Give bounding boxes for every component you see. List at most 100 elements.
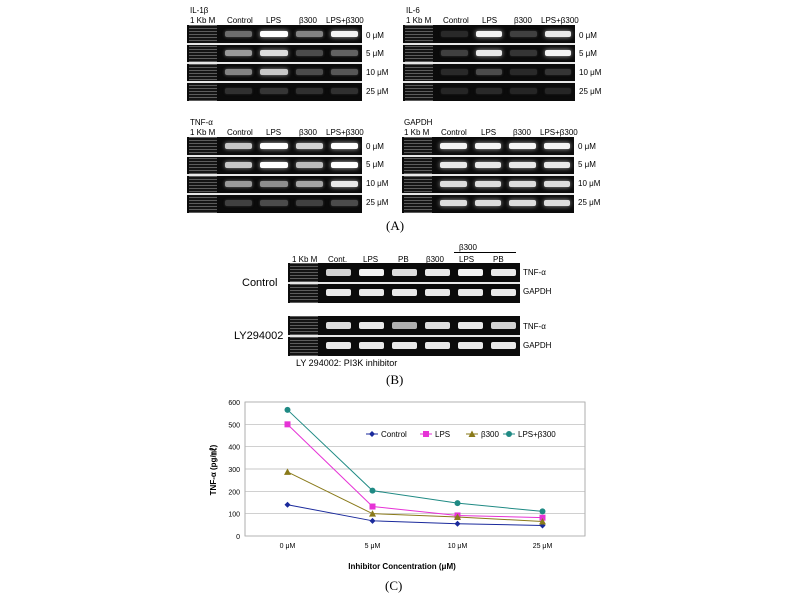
data-point xyxy=(454,513,461,521)
gel-band xyxy=(225,142,253,150)
gel-gapdh-gene: GAPDH xyxy=(404,118,433,127)
panel-b-group-bracket xyxy=(454,252,516,253)
gel-row-separator xyxy=(288,335,520,337)
gel-tnf-lane-label: LPS+β300 xyxy=(326,128,364,137)
gel-band xyxy=(260,49,288,57)
gel-band xyxy=(441,49,468,57)
gel-band xyxy=(475,68,502,76)
data-point xyxy=(539,508,546,515)
gel-band xyxy=(441,68,468,76)
data-point xyxy=(506,431,512,437)
gel-band xyxy=(509,142,536,150)
series-line xyxy=(287,504,543,527)
gel-band xyxy=(326,289,351,296)
conc-label: 0 μM xyxy=(579,31,597,40)
gel-row-separator xyxy=(402,155,574,157)
gel-row-separator xyxy=(187,81,362,83)
gel-row-separator xyxy=(403,62,575,64)
gel-band xyxy=(330,161,358,169)
conc-label: 25 μM xyxy=(579,87,602,96)
gel-band xyxy=(330,49,358,57)
gel-band xyxy=(543,199,570,207)
gel-il6-gene: IL-6 xyxy=(406,6,420,15)
gel-band xyxy=(425,322,450,329)
gel-band xyxy=(225,199,253,207)
data-point xyxy=(369,517,376,524)
conc-label: 0 μM xyxy=(578,142,596,151)
data-point xyxy=(454,520,461,527)
gel-band xyxy=(458,269,483,276)
gel-row-separator xyxy=(402,174,574,176)
gel-gapdh-lane-label: LPS+β300 xyxy=(540,128,578,137)
panel-b-row-group-control: Control xyxy=(242,277,278,289)
data-point xyxy=(284,501,291,508)
gel-band xyxy=(359,289,384,296)
gel-band xyxy=(474,142,501,150)
legend-label: Control xyxy=(381,430,407,439)
data-point xyxy=(423,431,429,437)
gel-gapdh-lane-label: LPS xyxy=(481,128,497,137)
gel-band xyxy=(509,161,536,169)
gel-band xyxy=(440,142,467,150)
legend-label: LPS xyxy=(435,430,450,439)
chart-series xyxy=(284,406,546,529)
gel-band xyxy=(509,199,536,207)
gel-band xyxy=(359,322,384,329)
data-point xyxy=(369,503,376,510)
series-line xyxy=(287,409,543,512)
gel-band xyxy=(441,30,468,38)
gel-image-il6 xyxy=(403,25,575,101)
gel-band xyxy=(491,342,516,349)
x-tick-label: 5 μM xyxy=(365,543,381,550)
data-point xyxy=(284,406,291,413)
gel-band xyxy=(260,142,288,150)
gel-band xyxy=(260,199,288,207)
conc-label: 10 μM xyxy=(578,179,601,188)
gel-band xyxy=(425,342,450,349)
gel-band xyxy=(510,30,537,38)
gel-il1b-lane-label: LPS xyxy=(266,16,282,25)
gel-band xyxy=(441,87,468,95)
gel-band xyxy=(543,161,570,169)
chart-tick-labels: 0 100 200 300 400 500 600 0 μM 5 μM 10 μM 25 μM xyxy=(228,400,552,550)
gel-band xyxy=(510,68,537,76)
chart-x-axis-label: Inhibitor Concentration (μM) xyxy=(348,562,456,571)
gel-band xyxy=(510,87,537,95)
gel-band xyxy=(474,180,501,188)
gel-band xyxy=(295,180,323,188)
gel-band xyxy=(225,68,253,76)
gel-band xyxy=(543,180,570,188)
panel-b-marker: 1 Kb M xyxy=(292,255,318,264)
gel-band xyxy=(225,180,253,188)
gel-band xyxy=(543,142,570,150)
gel-band xyxy=(544,49,571,57)
series-line xyxy=(287,471,543,522)
y-tick-label: 0 xyxy=(236,534,240,541)
conc-label: 5 μM xyxy=(579,49,597,58)
gel-band xyxy=(330,30,358,38)
gel-image-ly294002 xyxy=(288,316,520,356)
panel-b-caption: (B) xyxy=(386,372,404,387)
gel-band xyxy=(544,68,571,76)
gel-tnf-marker: 1 Kb M xyxy=(190,128,216,137)
gel-row-separator xyxy=(187,62,362,64)
gel-band xyxy=(475,87,502,95)
panel-b-lane-label: PB xyxy=(398,255,409,264)
gel-band xyxy=(392,289,417,296)
conc-label: 10 μM xyxy=(366,68,389,77)
panel-b-lane-label: Cont. xyxy=(328,255,348,264)
gel-band xyxy=(440,180,467,188)
data-point xyxy=(369,487,376,494)
gel-band xyxy=(491,269,516,276)
y-tick-label: 300 xyxy=(228,467,240,474)
conc-label: 5 μM xyxy=(366,160,384,169)
panel-b-lane-label: LPS xyxy=(459,255,475,264)
gel-il1b-lane-label: LPS+β300 xyxy=(326,16,364,25)
gel-band xyxy=(440,161,467,169)
gel-band xyxy=(295,161,323,169)
gel-band xyxy=(295,49,323,57)
gel-il1b-lane-label: β300 xyxy=(299,16,317,25)
conc-label: 5 μM xyxy=(366,49,384,58)
gel-image-il1b xyxy=(187,25,362,101)
